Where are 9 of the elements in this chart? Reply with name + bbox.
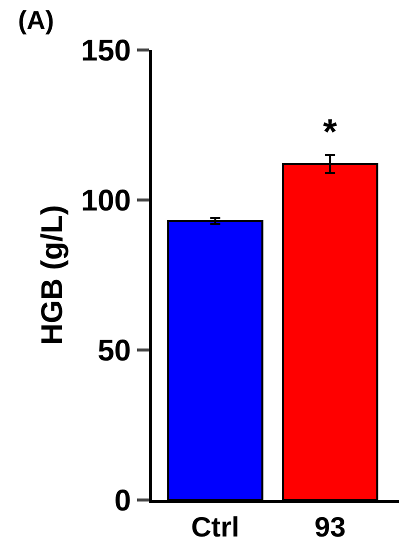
x-tick-label: 93 bbox=[314, 512, 346, 539]
y-tick-label: 100 bbox=[80, 184, 131, 218]
y-tick-label: 50 bbox=[98, 334, 131, 368]
y-axis-title: HGB (g/L) bbox=[36, 205, 69, 345]
x-tick-label: Ctrl bbox=[191, 512, 240, 539]
text: (A) bbox=[18, 5, 54, 35]
y-tick-label: 0 bbox=[114, 484, 131, 518]
y-tick-label: 150 bbox=[80, 34, 131, 68]
annotation: * bbox=[323, 111, 338, 152]
